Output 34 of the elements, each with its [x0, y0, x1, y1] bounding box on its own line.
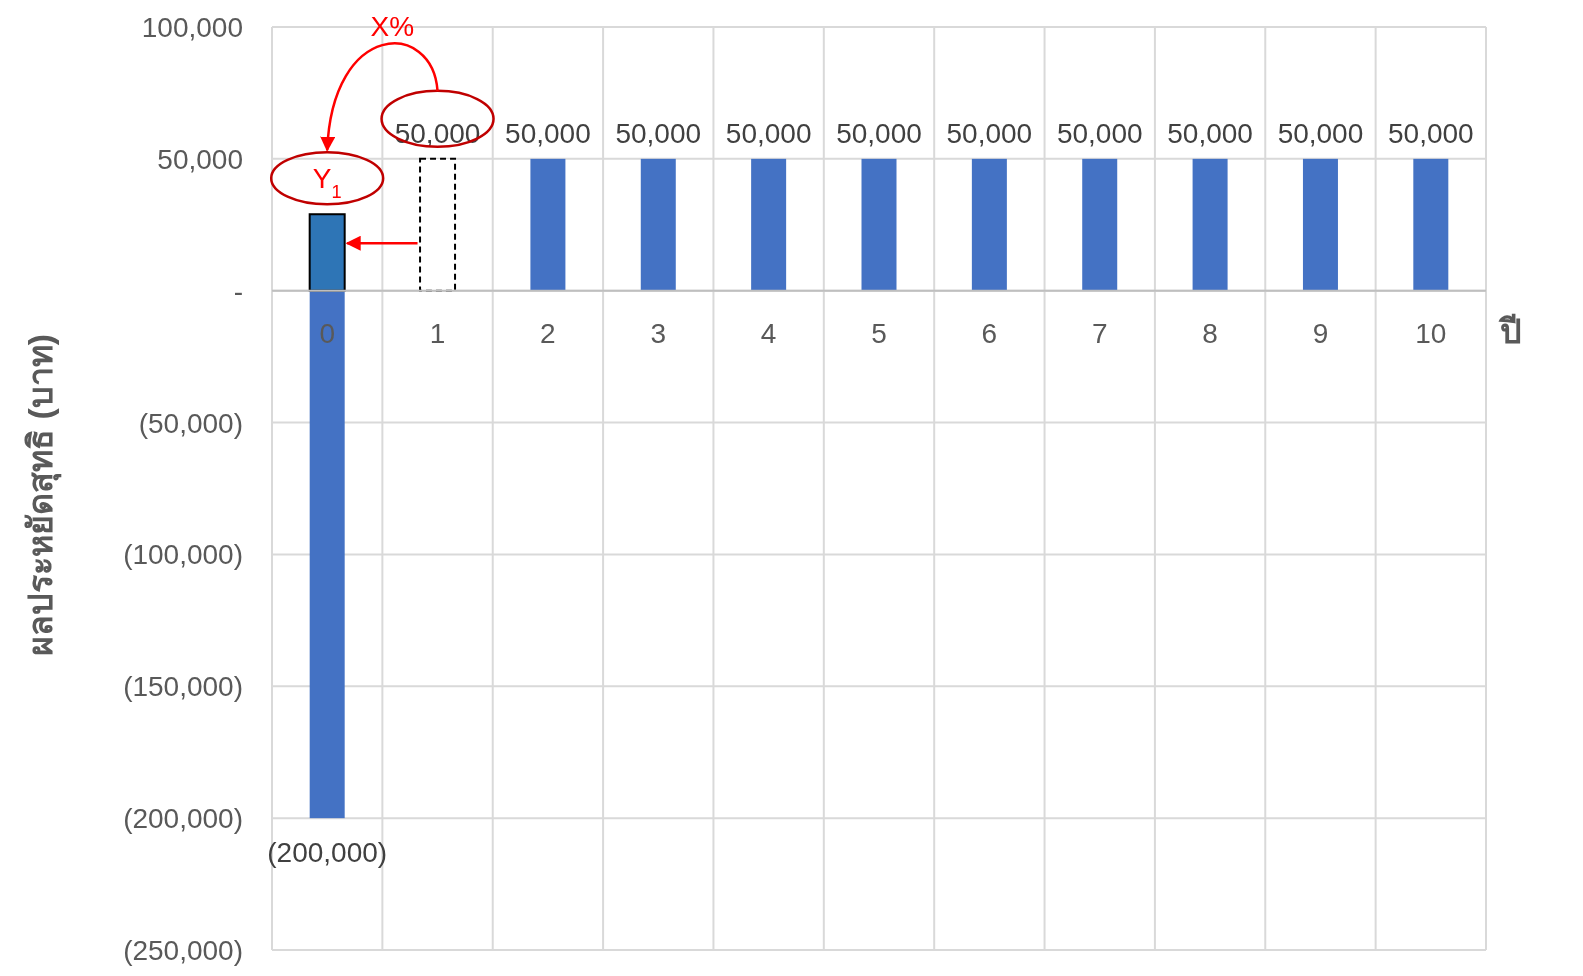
x-tick-label: 7 [1091, 317, 1108, 349]
x-tick-label: 2 [540, 317, 556, 349]
data-label: (200,000) [267, 837, 388, 869]
x-tick-label: 10 [1415, 317, 1447, 349]
x-tick-label: 9 [1312, 317, 1329, 349]
y-tick-label: (200,000) [123, 803, 243, 835]
y-tick-label: (100,000) [123, 539, 243, 571]
data-label: 50,000 [615, 117, 702, 149]
data-label: 50,000 [725, 117, 812, 149]
y-tick-label: 50,000 [157, 143, 243, 175]
data-label: 50,000 [836, 117, 922, 149]
data-label: 50,000 [946, 117, 1033, 149]
x-tick-label: 6 [981, 317, 998, 349]
y-axis-title: ผลประหยัดสุทธิ (บาท) [21, 333, 62, 657]
x-tick-label: 0 [319, 317, 335, 349]
y-tick-label: 100,000 [141, 12, 243, 43]
annotation: Y$_{1}$ [312, 163, 342, 203]
y-tick-label: (50,000) [138, 407, 243, 439]
x-tick-label: 8 [1202, 317, 1218, 349]
data-label: 50,000 [1388, 117, 1474, 149]
y-tick-label: (150,000) [123, 671, 243, 703]
annotation: X% [370, 11, 415, 42]
x-tick-label: 3 [650, 317, 667, 349]
x-tick-label: 4 [760, 317, 777, 349]
y-tick-label: - [233, 275, 243, 307]
data-label: 50,000 [394, 117, 481, 149]
x-axis-title: ปี [1498, 311, 1522, 350]
data-label: 50,000 [1167, 117, 1253, 149]
y-tick-label: (250,000) [123, 935, 243, 966]
x-tick-label: 1 [429, 317, 446, 349]
x-tick-label: 5 [871, 317, 887, 349]
data-label: 50,000 [505, 117, 591, 149]
data-label: 50,000 [1056, 117, 1143, 149]
data-label: 50,000 [1277, 117, 1364, 149]
